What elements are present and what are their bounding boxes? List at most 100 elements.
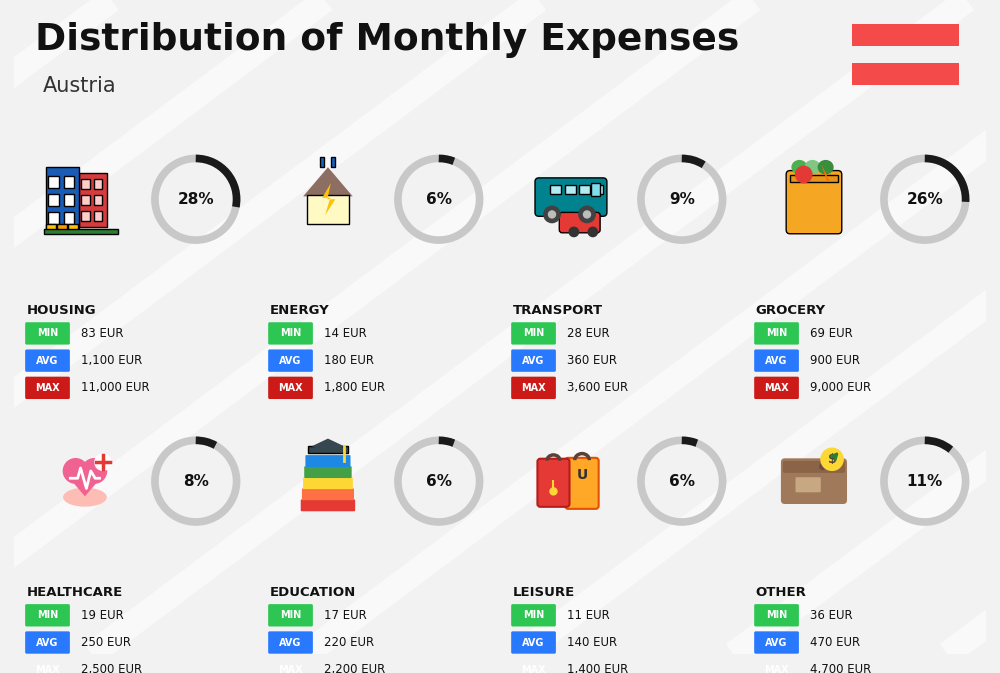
Text: 11 EUR: 11 EUR: [567, 609, 610, 622]
Text: 1,100 EUR: 1,100 EUR: [81, 354, 142, 367]
Text: 28%: 28%: [177, 192, 214, 207]
FancyBboxPatch shape: [320, 157, 324, 167]
Text: OTHER: OTHER: [756, 586, 807, 599]
Text: AVG: AVG: [279, 355, 302, 365]
FancyBboxPatch shape: [81, 211, 90, 221]
Text: 9%: 9%: [669, 192, 695, 207]
Text: AVG: AVG: [36, 355, 59, 365]
Text: 6%: 6%: [426, 474, 452, 489]
FancyBboxPatch shape: [48, 176, 59, 188]
Ellipse shape: [791, 160, 807, 174]
FancyBboxPatch shape: [559, 213, 600, 233]
FancyBboxPatch shape: [511, 659, 556, 673]
FancyBboxPatch shape: [94, 211, 102, 221]
Text: GROCERY: GROCERY: [756, 304, 826, 317]
Text: 17 EUR: 17 EUR: [324, 609, 367, 622]
FancyBboxPatch shape: [535, 178, 607, 216]
FancyBboxPatch shape: [537, 459, 570, 507]
Text: 14 EUR: 14 EUR: [324, 327, 367, 340]
FancyBboxPatch shape: [303, 477, 353, 489]
FancyBboxPatch shape: [754, 631, 799, 653]
Text: 6%: 6%: [669, 474, 695, 489]
FancyBboxPatch shape: [511, 631, 556, 653]
FancyBboxPatch shape: [790, 176, 838, 182]
FancyBboxPatch shape: [592, 185, 603, 194]
Polygon shape: [64, 472, 106, 496]
Text: 36 EUR: 36 EUR: [810, 609, 853, 622]
Ellipse shape: [804, 160, 821, 174]
Text: MIN: MIN: [766, 610, 787, 621]
FancyBboxPatch shape: [331, 157, 335, 167]
Text: 8%: 8%: [183, 474, 209, 489]
Polygon shape: [322, 183, 335, 215]
Polygon shape: [303, 167, 353, 197]
Text: 360 EUR: 360 EUR: [567, 354, 617, 367]
Text: 2,200 EUR: 2,200 EUR: [324, 663, 385, 673]
Text: AVG: AVG: [522, 637, 545, 647]
FancyBboxPatch shape: [268, 377, 313, 399]
FancyBboxPatch shape: [81, 179, 90, 189]
FancyBboxPatch shape: [565, 458, 599, 509]
FancyBboxPatch shape: [511, 377, 556, 399]
Ellipse shape: [63, 488, 107, 507]
FancyBboxPatch shape: [81, 195, 90, 205]
Text: Distribution of Monthly Expenses: Distribution of Monthly Expenses: [35, 22, 740, 59]
Text: 19 EUR: 19 EUR: [81, 609, 124, 622]
FancyBboxPatch shape: [268, 604, 313, 627]
FancyBboxPatch shape: [64, 176, 74, 188]
Text: MAX: MAX: [521, 383, 546, 393]
Text: AVG: AVG: [765, 637, 788, 647]
FancyBboxPatch shape: [79, 173, 107, 227]
FancyBboxPatch shape: [57, 224, 67, 232]
Text: MIN: MIN: [37, 328, 58, 339]
FancyBboxPatch shape: [44, 229, 118, 234]
FancyBboxPatch shape: [852, 46, 959, 63]
Text: MIN: MIN: [523, 610, 544, 621]
FancyBboxPatch shape: [46, 224, 56, 232]
Text: MAX: MAX: [278, 665, 303, 673]
FancyBboxPatch shape: [268, 349, 313, 371]
Text: MIN: MIN: [37, 610, 58, 621]
FancyBboxPatch shape: [25, 322, 70, 345]
FancyBboxPatch shape: [48, 194, 59, 206]
Text: 28 EUR: 28 EUR: [567, 327, 610, 340]
Text: ENERGY: ENERGY: [270, 304, 329, 317]
Text: MIN: MIN: [766, 328, 787, 339]
Text: U: U: [576, 468, 588, 483]
Text: AVG: AVG: [522, 355, 545, 365]
Text: LEISURE: LEISURE: [513, 586, 575, 599]
Circle shape: [82, 459, 107, 483]
FancyBboxPatch shape: [783, 461, 845, 473]
Text: MAX: MAX: [521, 665, 546, 673]
Text: 1,800 EUR: 1,800 EUR: [324, 382, 385, 394]
FancyBboxPatch shape: [268, 322, 313, 345]
Circle shape: [63, 459, 88, 483]
Text: EDUCATION: EDUCATION: [270, 586, 356, 599]
Text: 250 EUR: 250 EUR: [81, 636, 131, 649]
Text: 180 EUR: 180 EUR: [324, 354, 374, 367]
FancyBboxPatch shape: [307, 195, 349, 224]
FancyBboxPatch shape: [781, 458, 847, 504]
Circle shape: [579, 206, 595, 223]
Text: HOUSING: HOUSING: [27, 304, 96, 317]
FancyBboxPatch shape: [786, 170, 842, 234]
FancyBboxPatch shape: [48, 212, 59, 224]
Text: MAX: MAX: [278, 383, 303, 393]
FancyBboxPatch shape: [94, 179, 102, 189]
Text: HEALTHCARE: HEALTHCARE: [27, 586, 123, 599]
FancyBboxPatch shape: [550, 185, 561, 194]
FancyBboxPatch shape: [268, 631, 313, 653]
Ellipse shape: [818, 160, 834, 174]
Text: AVG: AVG: [279, 637, 302, 647]
Text: MAX: MAX: [35, 383, 60, 393]
Circle shape: [569, 227, 579, 237]
Text: 900 EUR: 900 EUR: [810, 354, 860, 367]
FancyBboxPatch shape: [511, 349, 556, 371]
FancyBboxPatch shape: [754, 604, 799, 627]
Text: MIN: MIN: [280, 610, 301, 621]
FancyBboxPatch shape: [565, 185, 576, 194]
Circle shape: [796, 166, 812, 182]
Text: 26%: 26%: [906, 192, 943, 207]
Text: MAX: MAX: [764, 383, 789, 393]
FancyBboxPatch shape: [25, 659, 70, 673]
